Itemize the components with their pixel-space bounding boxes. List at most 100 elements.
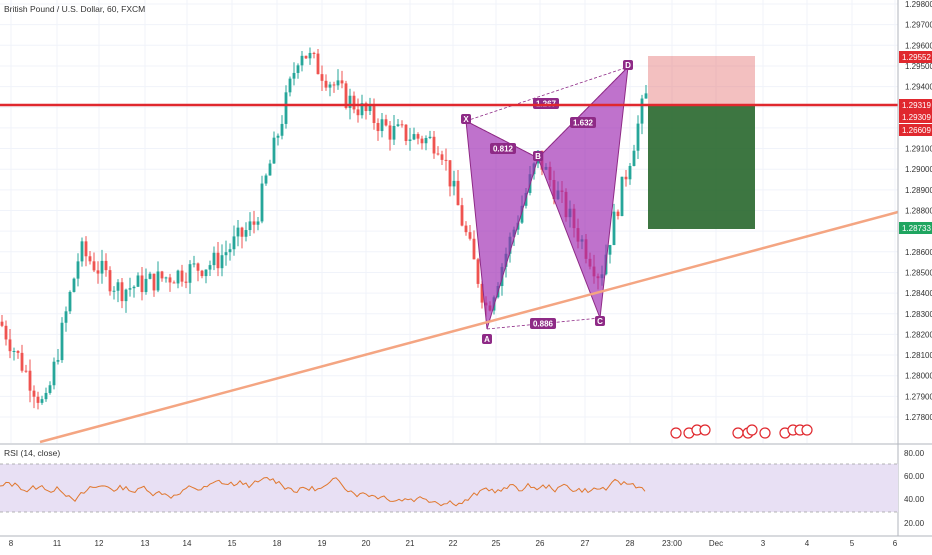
candle-body (388, 125, 392, 140)
candle-body (100, 260, 104, 274)
candle-body (76, 261, 80, 279)
candle-body (436, 153, 440, 155)
time-tick-label: 28 (626, 539, 635, 548)
candle-body (440, 154, 444, 160)
price-tag-label: 1.26609 (902, 126, 931, 135)
candle-body (400, 124, 404, 126)
candle-body (480, 283, 484, 303)
event-icon[interactable] (746, 424, 758, 436)
event-icon[interactable] (699, 424, 711, 436)
candle-body (36, 396, 40, 403)
ratio-xd: 1.267 (533, 98, 559, 109)
candle-body (140, 275, 144, 293)
price-tick-label: 1.28900 (905, 186, 932, 195)
time-tick-label: 4 (805, 539, 810, 548)
candle-body (260, 183, 264, 222)
time-tick-label: 18 (273, 539, 282, 548)
candle-body (240, 227, 244, 237)
candle-body (264, 175, 268, 184)
candle-body (236, 227, 240, 237)
candle-body (84, 241, 88, 257)
price-tick-label: 1.28300 (905, 310, 932, 319)
candle-body (272, 137, 276, 164)
candle-body (620, 176, 624, 217)
pattern-point-x: X (461, 114, 471, 124)
candle-body (316, 53, 320, 75)
rsi-panel[interactable]: RSI (14, close) 80.00 60.00 40.00 20.00 (0, 448, 925, 528)
event-icon[interactable] (670, 427, 682, 439)
candle-body (296, 65, 300, 73)
candle-body (380, 119, 384, 132)
candle-body (8, 339, 12, 352)
candle-body (404, 124, 408, 141)
candle-body (448, 160, 452, 187)
candle-body (52, 361, 56, 386)
candle-body (40, 399, 44, 403)
candle-body (128, 288, 132, 290)
candle-body (108, 270, 112, 292)
price-tick-label: 1.29000 (905, 165, 932, 174)
candle-body (184, 281, 188, 283)
candle-body (136, 275, 140, 287)
candle-body (48, 385, 52, 393)
candle-body (232, 236, 236, 250)
event-icon[interactable] (759, 427, 771, 439)
rsi-title: RSI (14, close) (4, 448, 60, 458)
time-tick-label: 23:00 (662, 539, 683, 548)
price-axis[interactable]: 1.29800 1.29700 1.29600 1.29500 1.29400 1.293… (905, 0, 932, 422)
economic-events-row[interactable] (670, 424, 813, 439)
candle-body (68, 291, 72, 312)
candle-body (432, 136, 436, 154)
rsi-line (0, 476, 646, 507)
pattern-point-d-label: D (625, 61, 631, 70)
pattern-point-x-label: X (463, 115, 469, 124)
candle-body (632, 150, 636, 166)
event-icon[interactable] (732, 427, 744, 439)
candle-body (252, 221, 256, 225)
candle-body (644, 93, 648, 99)
candle-body (216, 252, 220, 269)
ratio-bd: 1.632 (570, 117, 596, 128)
candle-body (360, 103, 364, 116)
candle-body (0, 321, 4, 326)
candle-body (204, 269, 208, 277)
candle-body (364, 103, 368, 112)
candle-body (244, 230, 248, 237)
pattern-point-b-label: B (535, 152, 541, 161)
candle-body (640, 98, 644, 124)
candle-body (164, 277, 168, 279)
event-icon[interactable] (801, 424, 813, 436)
candle-body (420, 138, 424, 144)
candle-body (176, 270, 180, 284)
candle-body (24, 370, 28, 372)
candle-body (468, 232, 472, 239)
candle-body (320, 74, 324, 81)
candle-body (228, 249, 232, 253)
candle-body (304, 55, 308, 59)
pattern-point-d: D (623, 60, 633, 70)
candle-body (308, 52, 312, 59)
stop-loss-zone[interactable] (648, 56, 755, 106)
candle-body (200, 270, 204, 277)
ascending-trendline[interactable] (39, 210, 899, 444)
candle-body (268, 163, 272, 176)
candle-body (224, 252, 228, 256)
candle-body (344, 83, 348, 108)
candle-body (160, 271, 164, 279)
time-axis[interactable]: 8 11 12 13 14 15 18 19 20 21 22 25 26 27 28 23:00 Dec 3 4 5… (9, 539, 898, 548)
time-tick-label: 12 (95, 539, 104, 548)
candle-body (384, 119, 388, 126)
price-tick-label: 1.28400 (905, 289, 932, 298)
candle-body (148, 273, 152, 279)
take-profit-zone[interactable] (648, 106, 755, 229)
harmonic-pattern[interactable]: X A B C D 1.267 0.812 1.632 (461, 60, 633, 344)
candle-body (636, 123, 640, 151)
ratio-bd-label: 1.632 (573, 119, 594, 128)
candle-body (456, 180, 460, 206)
candle-body (180, 270, 184, 282)
time-tick-label: 3 (761, 539, 766, 548)
candle-body (220, 255, 224, 269)
candle-body (168, 277, 172, 283)
